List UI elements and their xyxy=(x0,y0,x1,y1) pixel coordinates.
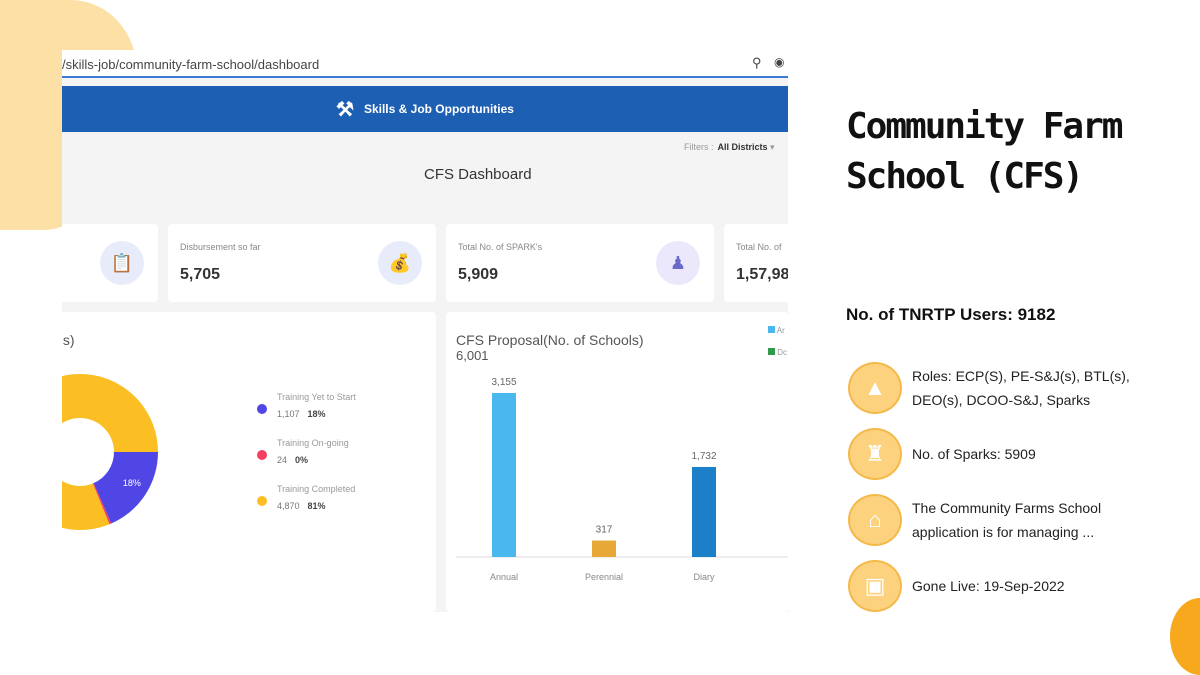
decor-blob xyxy=(1170,598,1200,675)
money-icon: 💰 xyxy=(378,241,422,285)
bar xyxy=(492,393,516,557)
info-item: ▲ Roles: ECP(S), PE-S&J(s), BTL(s), DEO(s… xyxy=(848,362,1132,414)
extension-icon[interactable]: ◉ xyxy=(774,55,785,69)
users-count: No. of TNRTP Users: 9182 xyxy=(846,305,1056,324)
x-tick-label: Annual xyxy=(490,572,518,582)
donut-slice xyxy=(93,452,158,524)
bar-value-label: 1,732 xyxy=(691,451,716,462)
cfs-proposal-panel: CFS Proposal(No. of Schools) 6,001 Ar Dc… xyxy=(446,312,788,612)
x-tick-label: Perennial xyxy=(585,572,623,582)
bar-value-label: 317 xyxy=(596,525,613,536)
url-text: /skills-job/community-farm-school/dashbo… xyxy=(62,57,320,72)
training-status-panel: ols) 18% Training Yet to Start 1,10718% … xyxy=(62,312,436,612)
legend-swatch xyxy=(768,348,775,355)
person-icon: ♟ xyxy=(656,241,700,285)
stat-label: Disbursement so far xyxy=(180,242,261,252)
legend-percent: 0% xyxy=(295,455,309,465)
legend-label: Training Completed xyxy=(277,484,356,494)
legend-swatch xyxy=(768,326,775,333)
stat-card-total: Total No. of 1,57,98 xyxy=(724,224,788,302)
legend-count: 1,107 xyxy=(277,409,300,419)
legend-label: Dc xyxy=(777,348,788,357)
legend-percent: 81% xyxy=(307,501,326,511)
slice-label: 18% xyxy=(123,478,141,488)
bar-chart: 3,155 Annual 317 Perennial 1,732 Diary xyxy=(456,377,788,582)
clipboard-icon: 📋 xyxy=(100,241,144,285)
stat-card: 📋 xyxy=(62,224,158,302)
page-title: CFS Dashboard xyxy=(424,166,532,183)
stat-value: 5,909 xyxy=(458,266,499,283)
legend-percent: 18% xyxy=(307,409,326,419)
legend-item: Ar xyxy=(768,326,785,335)
app-header: ⚒ Skills & Job Opportunities xyxy=(62,86,788,132)
location-pin-icon[interactable]: ⚲ xyxy=(752,55,762,70)
legend-item: Dc xyxy=(768,348,787,357)
donut-chart: 18% xyxy=(62,374,158,530)
side-title: Community Farm School (CFS) xyxy=(846,106,1123,197)
chart-total: 6,001 xyxy=(456,348,489,363)
info-item: ▣ Gone Live: 19-Sep-2022 xyxy=(848,560,1132,612)
legend-label: Training Yet to Start xyxy=(277,392,356,402)
filter-value: All Districts xyxy=(717,142,768,152)
filter-label: Filters : xyxy=(684,142,714,152)
legend-count: 4,870 xyxy=(277,501,300,511)
chess-rook-icon: ♜ xyxy=(848,428,902,480)
donut-slice xyxy=(62,374,158,530)
info-item: ⌂ The Community Farms School application … xyxy=(848,494,1132,546)
legend-count: 24 xyxy=(277,455,288,465)
chart-title: CFS Proposal(No. of Schools) xyxy=(456,332,644,348)
bar xyxy=(692,466,716,557)
info-text: No. of Sparks: 5909 xyxy=(912,446,1036,462)
stat-card-disbursement: Disbursement so far 5,705 💰 xyxy=(168,224,436,302)
info-item: ♜ No. of Sparks: 5909 xyxy=(848,428,1132,480)
app-title: Skills & Job Opportunities xyxy=(363,102,514,116)
stat-label: Total No. of xyxy=(736,242,782,252)
bar xyxy=(592,540,616,557)
tools-icon: ⚒ xyxy=(336,98,354,121)
stat-label: Total No. of SPARK's xyxy=(458,242,543,252)
farm-icon: ⌂ xyxy=(848,494,902,546)
legend-dot xyxy=(257,496,267,506)
stat-value: 1,57,98 xyxy=(736,266,788,283)
x-tick-label: Diary xyxy=(693,572,715,582)
info-text: The Community Farms School application i… xyxy=(912,500,1102,540)
legend-label: Training On-going xyxy=(277,438,349,448)
legend-label: Ar xyxy=(776,326,785,335)
info-text: Gone Live: 19-Sep-2022 xyxy=(912,578,1065,594)
chart-title: ols) xyxy=(62,332,75,348)
stat-card-sparks: Total No. of SPARK's 5,909 ♟ xyxy=(446,224,714,302)
bar-value-label: 3,155 xyxy=(491,377,516,388)
live-icon: ▣ xyxy=(848,560,902,612)
legend-dot xyxy=(257,404,267,414)
district-filter[interactable]: Filters : All Districts ▾ xyxy=(684,142,775,152)
address-bar[interactable]: /skills-job/community-farm-school/dashbo… xyxy=(62,50,788,78)
stat-value: 5,705 xyxy=(180,266,221,283)
pyramid-icon: ▲ xyxy=(848,362,902,414)
donut-slice xyxy=(92,483,112,525)
info-text: Roles: ECP(S), PE-S&J(s), BTL(s), DEO(s)… xyxy=(912,368,1130,408)
dashboard-screenshot: /skills-job/community-farm-school/dashbo… xyxy=(62,50,788,612)
legend-dot xyxy=(257,450,267,460)
